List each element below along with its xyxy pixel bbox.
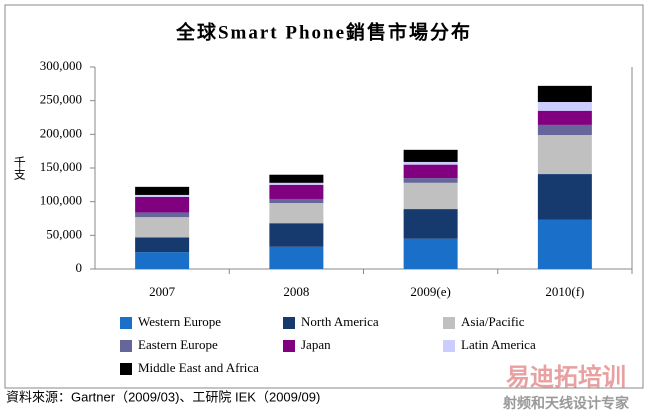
- watermark: 易迪拓培训: [506, 363, 626, 391]
- x-tick-label: 2008: [283, 284, 309, 299]
- bar-segment: [269, 184, 324, 199]
- legend-swatch: [120, 363, 132, 375]
- bar-segment: [537, 110, 592, 125]
- legend-swatch: [443, 317, 455, 329]
- bar-segment: [537, 85, 592, 103]
- chart-frame: [4, 4, 644, 389]
- bar-segment: [403, 238, 458, 269]
- legend-label: Western Europe: [138, 314, 221, 329]
- y-tick-label: 150,000: [40, 159, 82, 174]
- bar-segment: [135, 194, 190, 197]
- bar-segment: [537, 135, 592, 175]
- bar-segment: [135, 196, 190, 213]
- bar-segment: [403, 161, 458, 165]
- legend-swatch: [120, 317, 132, 329]
- bar-segment: [135, 212, 190, 218]
- y-tick-label: 300,000: [40, 58, 82, 73]
- bar-segment: [269, 246, 324, 269]
- bar-segment: [269, 203, 324, 224]
- legend-label: Latin America: [461, 337, 536, 352]
- legend-swatch: [283, 340, 295, 352]
- chart-title: 全球Smart Phone銷售市場分布: [175, 20, 472, 43]
- bar-segment: [403, 149, 458, 162]
- bar-segment: [135, 252, 190, 269]
- x-tick-label: 2009(e): [410, 284, 450, 299]
- y-tick-label: 0: [76, 260, 83, 275]
- legend-label: Middle East and Africa: [138, 360, 259, 375]
- bar-segment: [537, 174, 592, 220]
- y-axis-label: 千支: [12, 156, 26, 180]
- bar-segment: [269, 198, 324, 204]
- y-tick-label: 250,000: [40, 92, 82, 107]
- y-tick-label: 100,000: [40, 193, 82, 208]
- source-note: 資料來源：Gartner（2009/03)、工研院 IEK（2009/09): [6, 389, 320, 404]
- legend-swatch: [443, 340, 455, 352]
- legend-swatch: [283, 317, 295, 329]
- x-tick-label: 2010(f): [545, 284, 584, 299]
- bar-segment: [269, 174, 324, 183]
- bar-segment: [537, 124, 592, 136]
- legend-swatch: [120, 340, 132, 352]
- y-tick-label: 200,000: [40, 125, 82, 140]
- bar-segment: [403, 164, 458, 179]
- x-tick-label: 2007: [149, 284, 176, 299]
- legend-label: North America: [301, 314, 379, 329]
- bar-segment: [269, 223, 324, 247]
- bar-segment: [537, 219, 592, 269]
- bar-segment: [537, 102, 592, 111]
- bar-segment: [135, 186, 190, 195]
- bar-segment: [403, 178, 458, 183]
- bar-segment: [135, 237, 190, 253]
- bar-segment: [403, 182, 458, 210]
- watermark: 射频和天线设计专家: [502, 395, 630, 412]
- bar-segment: [403, 209, 458, 239]
- bar-segment: [135, 217, 190, 238]
- bar-segment: [269, 182, 324, 185]
- legend-label: Eastern Europe: [138, 337, 218, 352]
- legend-label: Asia/Pacific: [461, 314, 525, 329]
- y-tick-label: 50,000: [46, 226, 82, 241]
- legend-label: Japan: [301, 337, 331, 352]
